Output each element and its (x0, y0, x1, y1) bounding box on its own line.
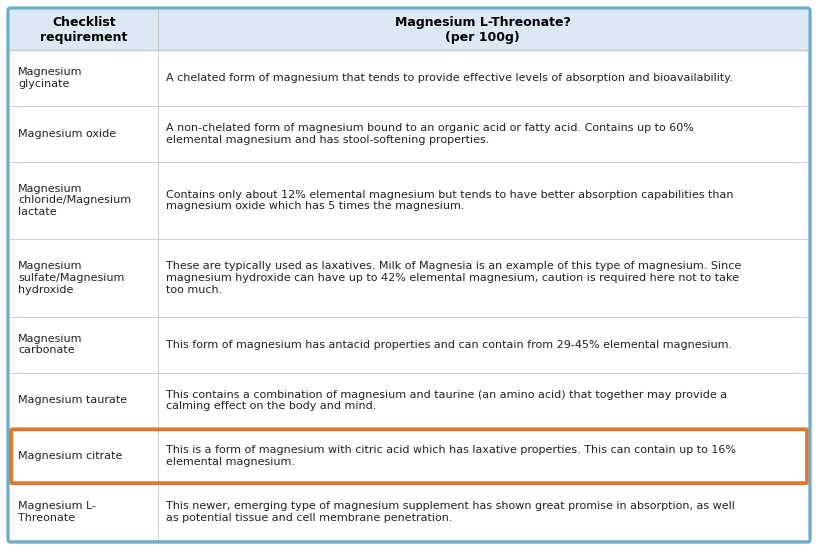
Text: A non-chelated form of magnesium bound to an organic acid or fatty acid. Contain: A non-chelated form of magnesium bound t… (165, 123, 694, 145)
Bar (10, 50, 808, 106)
Bar (10, 162, 808, 239)
Text: Magnesium L-Threonate?
(per 100g): Magnesium L-Threonate? (per 100g) (395, 16, 571, 44)
Text: Magnesium taurate: Magnesium taurate (18, 395, 127, 405)
Text: A chelated form of magnesium that tends to provide effective levels of absorptio: A chelated form of magnesium that tends … (165, 73, 732, 83)
Text: This is a form of magnesium with citric acid which has laxative properties. This: This is a form of magnesium with citric … (165, 446, 735, 467)
Text: Magnesium
chloride/Magnesium
lactate: Magnesium chloride/Magnesium lactate (18, 184, 131, 217)
FancyBboxPatch shape (8, 8, 810, 542)
Bar (10, 106, 808, 162)
Bar (10, 428, 808, 484)
Bar (10, 484, 808, 540)
Text: Magnesium
glycinate: Magnesium glycinate (18, 67, 83, 89)
Bar (10, 372, 808, 428)
Text: Magnesium
carbonate: Magnesium carbonate (18, 334, 83, 355)
Text: This contains a combination of magnesium and taurine (an amino acid) that togeth: This contains a combination of magnesium… (165, 389, 726, 411)
Text: Magnesium L-
Threonate: Magnesium L- Threonate (18, 501, 96, 523)
Text: This form of magnesium has antacid properties and can contain from 29-45% elemen: This form of magnesium has antacid prope… (165, 339, 732, 350)
Bar (10, 317, 808, 372)
Text: Magnesium oxide: Magnesium oxide (18, 129, 116, 139)
Bar (10, 239, 808, 317)
Text: Magnesium citrate: Magnesium citrate (18, 451, 123, 461)
Text: Contains only about 12% elemental magnesium but tends to have better absorption : Contains only about 12% elemental magnes… (165, 190, 733, 211)
Text: These are typically used as laxatives. Milk of Magnesia is an example of this ty: These are typically used as laxatives. M… (165, 261, 741, 295)
Text: Magnesium
sulfate/Magnesium
hydroxide: Magnesium sulfate/Magnesium hydroxide (18, 261, 124, 295)
Bar (10, 10, 808, 50)
Text: This newer, emerging type of magnesium supplement has shown great promise in abs: This newer, emerging type of magnesium s… (165, 501, 735, 523)
Text: Checklist
requirement: Checklist requirement (40, 16, 128, 44)
